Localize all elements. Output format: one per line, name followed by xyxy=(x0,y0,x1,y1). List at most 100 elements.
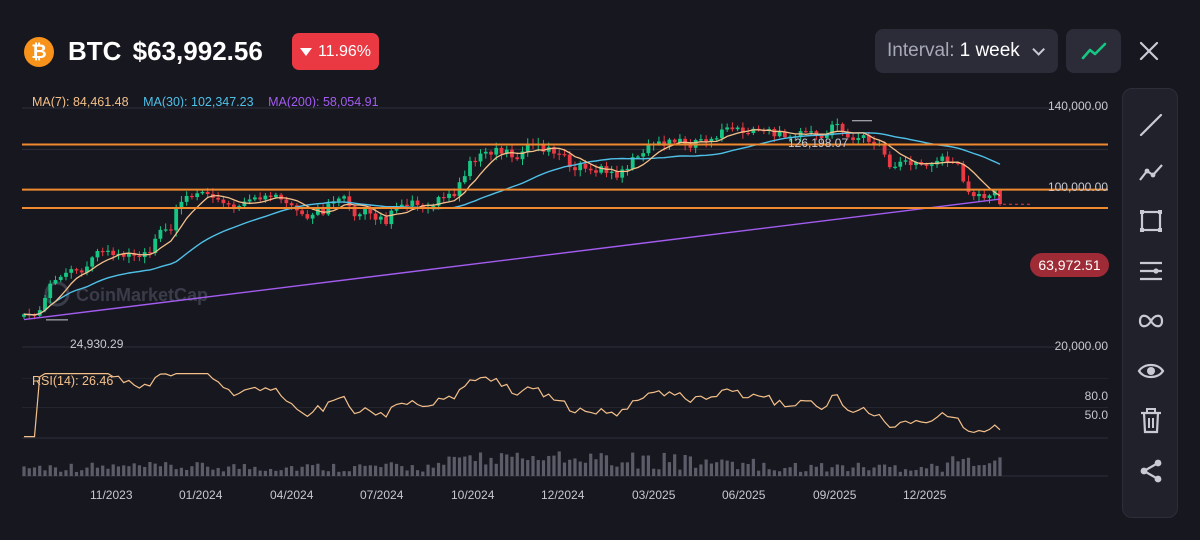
candle-body xyxy=(378,216,383,220)
volume-bar xyxy=(74,471,79,476)
candle-body xyxy=(384,216,388,225)
volume-bar xyxy=(993,460,997,476)
volume-bar xyxy=(641,455,645,476)
volume-bar xyxy=(122,465,126,476)
close-button[interactable] xyxy=(1130,32,1168,70)
candle-body xyxy=(625,168,630,171)
volume-bar xyxy=(531,456,535,476)
rectangle-tool[interactable] xyxy=(1135,205,1167,237)
share-icon xyxy=(1140,459,1162,483)
candle-body xyxy=(357,214,362,217)
candle-body xyxy=(887,154,892,168)
volume-bar xyxy=(830,467,834,476)
interval-dropdown[interactable]: Interval: 1 week xyxy=(875,29,1058,73)
candle-body xyxy=(961,163,966,182)
candle-body xyxy=(106,250,110,252)
candle-body xyxy=(583,163,588,169)
x-tick-label: 07/2024 xyxy=(360,488,404,502)
line-chart-toggle-button[interactable] xyxy=(1066,29,1121,73)
volume-bar xyxy=(27,468,31,476)
candle-body xyxy=(247,199,252,202)
polyline-icon xyxy=(1139,164,1163,181)
candle-body xyxy=(893,166,897,168)
candle-body xyxy=(751,128,756,134)
polyline-tool[interactable] xyxy=(1135,157,1167,189)
volume-bar xyxy=(337,471,341,476)
candle-body xyxy=(966,181,971,193)
volume-bar xyxy=(720,459,724,476)
candle-body xyxy=(609,171,614,173)
volume-bar xyxy=(704,459,708,476)
volume-bar xyxy=(594,459,598,476)
volume-bar xyxy=(814,466,818,476)
candle-body xyxy=(740,127,745,133)
asset-symbol: BTC xyxy=(68,36,122,66)
price-change-value: 11.96% xyxy=(317,42,372,60)
bitcoin-logo-icon: ₿ xyxy=(24,37,54,67)
candle-body xyxy=(924,164,929,166)
volume-bar xyxy=(494,463,498,476)
volume-bar xyxy=(625,462,630,476)
volume-bar xyxy=(972,465,976,476)
volume-bar xyxy=(305,464,309,476)
volume-bar xyxy=(137,465,142,476)
volume-bar xyxy=(882,464,887,476)
infinity-icon xyxy=(1138,314,1164,328)
price-chart[interactable]: CoinMarketCap xyxy=(0,0,1120,540)
candle-body xyxy=(43,298,47,311)
volume-bar xyxy=(321,470,325,476)
infinite-line-tool[interactable] xyxy=(1135,305,1167,337)
candle-body xyxy=(310,214,315,219)
candle-body xyxy=(462,176,467,183)
low-price-label: 24,930.29 xyxy=(70,337,124,351)
volume-bar xyxy=(394,463,399,476)
volume-bar xyxy=(715,462,719,476)
candle-body xyxy=(504,149,509,154)
trend-line-tool[interactable] xyxy=(1135,109,1167,141)
volume-bar xyxy=(148,462,152,476)
volume-bar xyxy=(793,462,797,476)
volume-bar xyxy=(431,467,435,476)
candle-body xyxy=(284,199,289,204)
candle-body xyxy=(205,191,210,195)
candle-body xyxy=(735,127,740,130)
candle-body xyxy=(90,257,95,267)
volume-bar xyxy=(179,467,184,476)
candle-body xyxy=(221,199,226,204)
x-tick-label: 12/2025 xyxy=(903,488,947,502)
rectangle-icon xyxy=(1140,210,1162,232)
visibility-toggle[interactable] xyxy=(1135,355,1167,387)
volume-bar xyxy=(688,456,693,476)
fib-lines-tool[interactable] xyxy=(1135,255,1167,287)
chart-header: ₿ BTC $63,992.56 11.96% Interval: 1 week xyxy=(0,0,1200,100)
candle-body xyxy=(746,132,751,135)
candle-body xyxy=(148,252,152,254)
delete-drawings-button[interactable] xyxy=(1135,405,1167,437)
volume-bar xyxy=(200,462,205,476)
volume-bar xyxy=(153,463,157,476)
candle-body xyxy=(803,131,808,133)
rsi-level-label: 80.0 xyxy=(1084,389,1108,403)
volume-bar xyxy=(856,462,860,476)
volume-bar xyxy=(253,466,257,476)
volume-bar xyxy=(583,462,588,476)
candle-body xyxy=(552,147,556,154)
candle-body xyxy=(100,251,105,253)
candle-body xyxy=(667,139,672,146)
volume-bar xyxy=(279,470,283,476)
volume-bar xyxy=(819,463,824,476)
candle-body xyxy=(258,197,263,200)
ma7-line xyxy=(23,129,1001,316)
volume-bar xyxy=(426,464,430,476)
candle-body xyxy=(415,200,420,206)
candle-body xyxy=(840,123,845,133)
volume-bar xyxy=(767,469,771,476)
candle-body xyxy=(499,147,504,154)
candle-body xyxy=(273,194,278,198)
volume-bar xyxy=(316,463,320,476)
volume-bar xyxy=(788,467,792,476)
volume-bar xyxy=(206,466,210,476)
x-tick-label: 01/2024 xyxy=(179,488,223,502)
share-button[interactable] xyxy=(1135,455,1167,487)
candle-body xyxy=(410,200,415,207)
